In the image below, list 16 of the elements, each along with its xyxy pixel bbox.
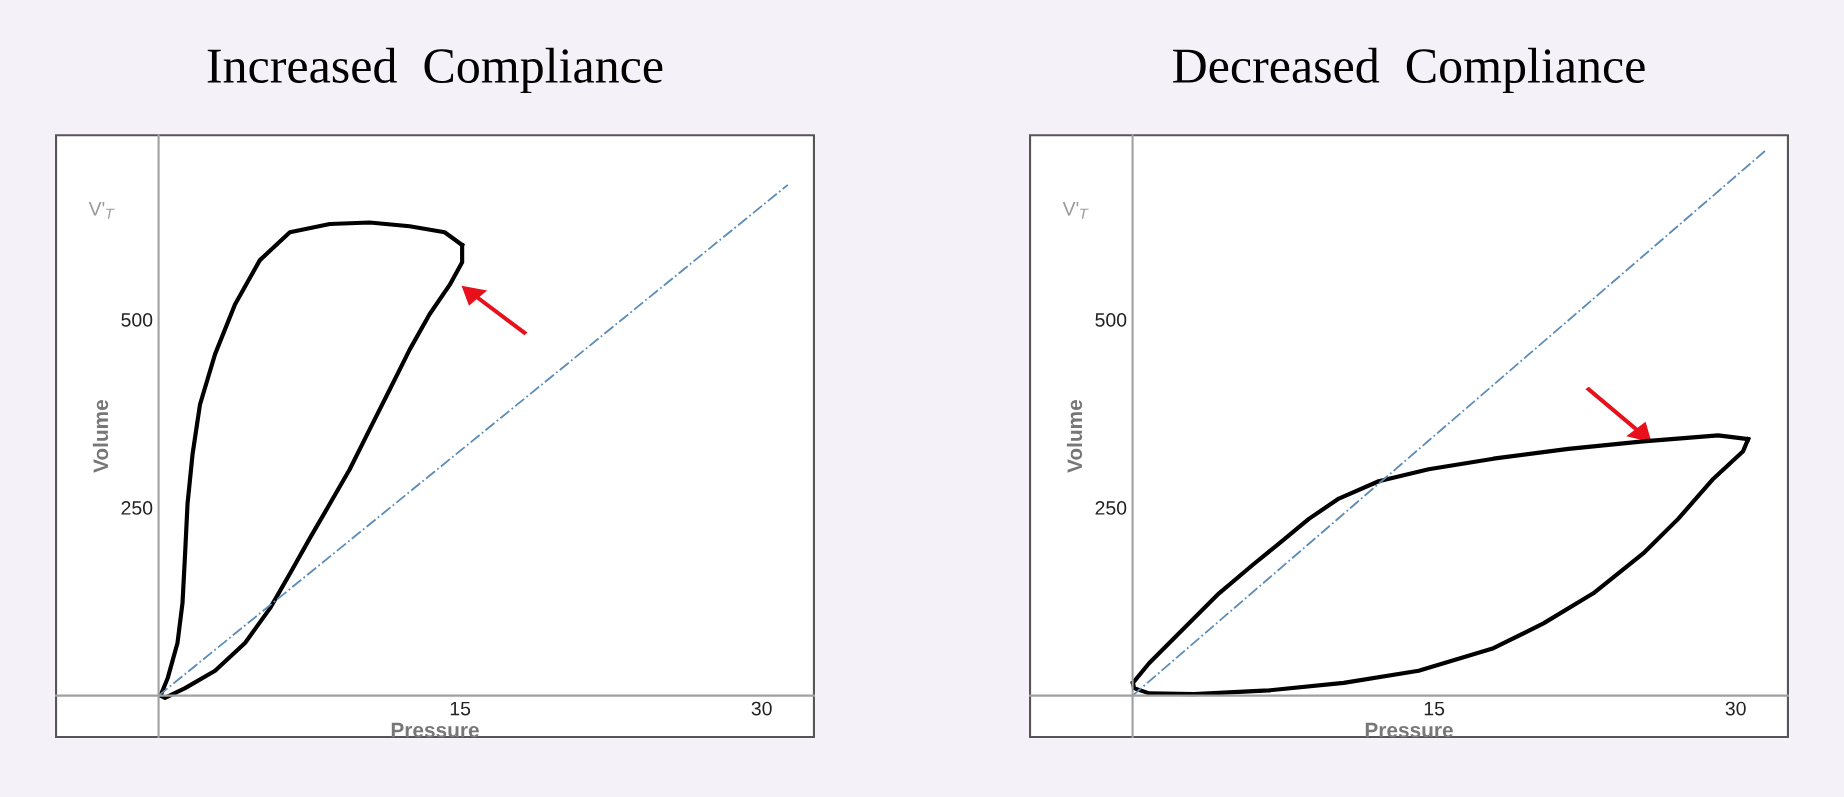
chart-title: Increased Compliance [207, 47, 663, 94]
y-axis-title: Volume [1066, 399, 1083, 473]
x-axis-title: Pressure [391, 722, 479, 738]
y-axis-title: Volume [92, 399, 109, 473]
y-tick-label: 500 [121, 313, 153, 327]
chart-title: Decreased Compliance [1173, 47, 1645, 94]
x-tick-label: 30 [1725, 701, 1746, 716]
annotation: V'$_{T}$ [88, 202, 115, 219]
y-tick-label: 250 [121, 501, 153, 515]
x-tick-label: 30 [751, 701, 772, 716]
x-tick-label: 15 [1424, 701, 1445, 716]
y-tick-label: 500 [1095, 313, 1127, 327]
x-tick-label: 15 [450, 701, 471, 716]
y-tick-label: 250 [1095, 501, 1127, 515]
x-axis-title: Pressure [1365, 722, 1453, 738]
annotation: V'$_{T}$ [1062, 202, 1089, 219]
